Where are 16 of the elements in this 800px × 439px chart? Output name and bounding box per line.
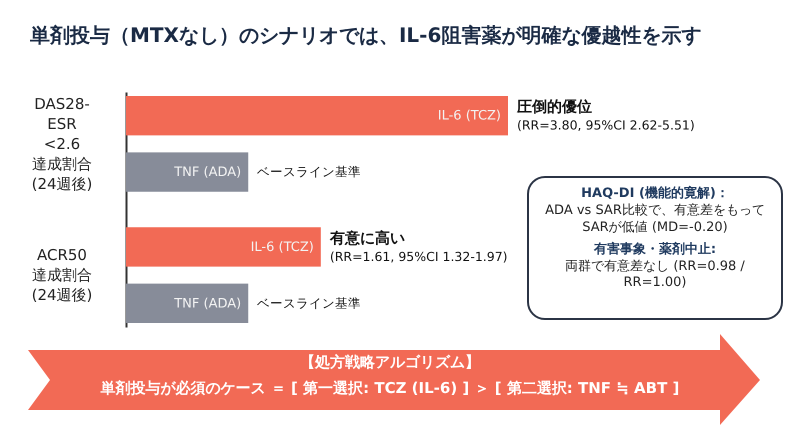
chart-title: 単剤投与（MTXなし）のシナリオでは、IL-6阻害薬が明確な優越性を示す bbox=[30, 22, 702, 49]
text: IL-6 (TCZ) bbox=[250, 240, 314, 255]
series-label: TNF (ADA) bbox=[173, 165, 242, 180]
rounded-box: HAQ-DI (機能的寛解)： ADA vs SAR比較で、有意差をもってSARが低値 (MD=-0.20) 有害事象・薬剤中止: 両群で有意差なし (RR=0.98 / RR=1.00) bbox=[527, 176, 783, 320]
text: 圧倒的優位 bbox=[516, 98, 592, 116]
text: (RR=3.80, 95%CI 2.62-5.51) bbox=[517, 118, 695, 133]
annotation: ベースライン基準 bbox=[257, 164, 362, 180]
text: TNF (ADA) bbox=[174, 296, 242, 312]
y-tick-label: ACR50 達成割合 (24週後) bbox=[32, 245, 92, 306]
annotation: 有意に高い bbox=[328, 228, 405, 247]
y-tick-label: DAS28-ESR <2.6 達成割合 (24週後) bbox=[32, 94, 92, 194]
text: 単剤投与が必須のケース ＝ [ 第一選択: TCZ (IL-6) ] ＞ [ 第二選択: TNF ≒ ABT ] bbox=[100, 379, 680, 398]
annotation: ベースライン基準 bbox=[257, 295, 362, 310]
text: 【処方戦略アルゴリズム】 bbox=[299, 353, 481, 372]
annotation: (RR=1.61, 95%CI 1.32-1.97) bbox=[330, 248, 508, 264]
series-label: IL-6 (TCZ) bbox=[438, 108, 501, 124]
